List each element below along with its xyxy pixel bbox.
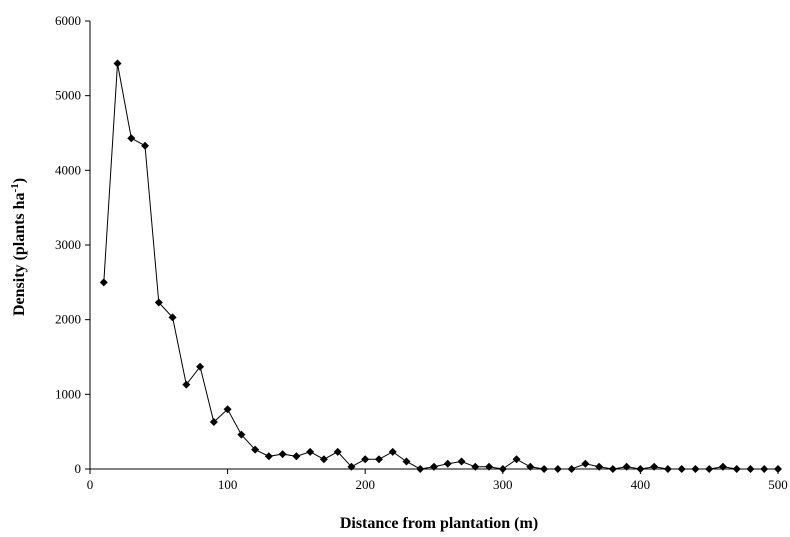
data-point-marker [361,455,370,464]
y-tick-label: 3000 [55,237,81,252]
data-point-marker [636,465,645,473]
y-tick-label: 6000 [55,13,81,28]
data-point-marker [498,465,507,473]
data-point-marker [553,465,562,473]
x-tick-label: 200 [355,477,375,492]
data-point-marker [113,59,122,68]
data-point-marker [622,462,631,471]
data-point-marker [746,465,755,473]
y-axis-title-close: ) [11,178,28,183]
series-layer [99,59,782,473]
data-point-marker [388,447,397,456]
data-point-marker [540,465,549,473]
data-point-marker [182,380,191,389]
y-tick-label: 2000 [55,312,81,327]
data-point-marker [526,462,535,471]
data-point-marker [677,465,686,473]
data-point-marker [663,465,672,473]
data-point-marker [760,465,769,473]
y-axis-ticks: 0 1000 2000 3000 4000 5000 6000 [55,13,90,476]
x-tick-label: 400 [631,477,651,492]
data-point-marker [416,465,425,473]
y-tick-label: 0 [75,461,82,476]
data-point-marker [278,450,287,459]
y-axis-title-superscript: -1 [9,183,21,192]
x-axis-title: Distance from plantation (m) [340,515,538,532]
data-point-marker [99,278,108,287]
series-line [103,63,778,470]
data-point-marker [691,465,700,473]
data-point-marker [443,459,452,468]
x-tick-label: 0 [87,477,94,492]
data-point-marker [264,452,273,461]
data-point-marker [306,447,315,456]
data-point-marker [774,465,782,473]
data-point-marker [168,313,177,322]
y-axis-title: Density (plants ha-1) [9,178,28,316]
data-point-marker [154,298,163,307]
data-point-marker [581,459,590,468]
data-point-marker [223,405,232,414]
data-point-marker [319,455,328,464]
data-point-marker [595,462,604,471]
data-point-marker [471,462,480,471]
data-point-marker [196,362,205,371]
data-point-marker [347,462,356,471]
y-tick-label: 1000 [55,386,81,401]
data-point-marker [457,457,466,466]
data-point-marker [512,455,521,464]
x-tick-label: 100 [218,477,238,492]
x-axis-ticks: 0 100 200 300 400 500 [87,469,788,492]
data-point-marker [209,417,218,426]
y-axis-title-main: Density (plants ha [11,192,28,316]
data-point-marker [650,462,659,471]
data-point-marker [567,465,576,473]
data-point-marker [292,452,301,461]
y-tick-label: 4000 [55,162,81,177]
data-point-marker [705,465,714,473]
x-tick-label: 300 [493,477,513,492]
data-point-marker [127,134,136,143]
y-tick-label: 5000 [55,88,81,103]
data-point-marker [374,455,383,464]
data-point-marker [430,462,438,471]
axes [89,21,778,470]
data-point-marker [333,447,342,456]
data-point-marker [141,141,150,150]
data-point-marker [608,465,617,473]
data-point-marker [237,430,246,439]
data-point-marker [732,465,741,473]
x-tick-label: 500 [768,477,788,492]
data-point-marker [402,457,411,466]
data-point-marker [485,462,494,471]
data-point-marker [251,445,260,454]
data-point-marker [718,462,727,471]
